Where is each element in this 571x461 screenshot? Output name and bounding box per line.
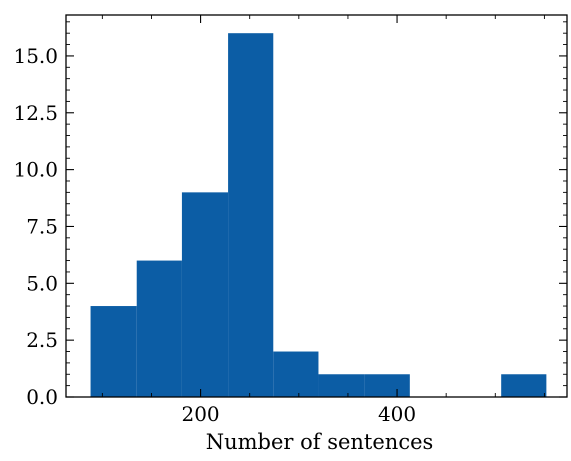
y-tick-label: 12.5 [13,101,58,125]
y-tick-label: 15.0 [13,44,58,68]
ticks-layer [66,15,567,398]
histogram-bar-0 [90,306,137,397]
x-axis-label: Number of sentences [206,430,434,454]
histogram-bar-6 [364,374,410,397]
bars-layer [90,33,547,397]
x-tick-label: 400 [378,402,416,426]
histogram-bar-5 [318,374,365,397]
x-tick-label: 200 [181,402,219,426]
y-tick-label: 2.5 [26,328,58,352]
y-tick-label: 0.0 [26,385,58,409]
y-tick-label: 10.0 [13,158,58,182]
y-tick-label: 5.0 [26,271,58,295]
histogram-bar-2 [181,192,229,397]
plot-frame [65,14,568,398]
histogram-bar-4 [273,351,319,397]
histogram-bar-9 [501,374,547,397]
y-tick-label: 7.5 [26,214,58,238]
labels-layer: 2004006008000.02.55.07.510.012.515.0 [13,44,416,426]
histogram-bar-3 [228,33,274,397]
histogram-bar-1 [136,260,182,397]
